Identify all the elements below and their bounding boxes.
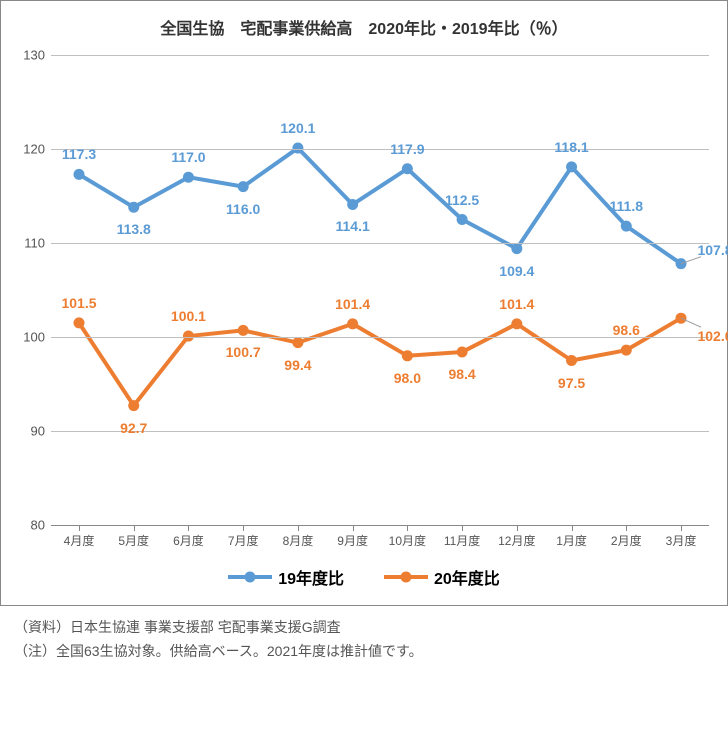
series-marker xyxy=(238,325,249,336)
data-label: 101.5 xyxy=(61,295,96,311)
y-tick-label: 90 xyxy=(11,424,45,439)
x-tick-label: 4月度 xyxy=(64,532,95,549)
series-marker xyxy=(292,337,303,348)
series-marker xyxy=(402,163,413,174)
gridline xyxy=(51,243,709,244)
data-label: 117.9 xyxy=(390,141,424,157)
x-tick-label: 1月度 xyxy=(556,532,587,549)
x-tick-mark xyxy=(79,525,80,531)
chart-lines xyxy=(51,55,709,525)
gridline xyxy=(51,431,709,432)
data-label: 120.1 xyxy=(280,120,315,136)
data-label: 107.8 xyxy=(697,242,728,258)
data-label: 113.8 xyxy=(117,221,151,237)
data-label: 102.0 xyxy=(697,328,728,344)
chart-title: 全国生協 宅配事業供給高 2020年比・2019年比（％） xyxy=(1,1,727,45)
data-label: 101.4 xyxy=(499,296,534,312)
x-tick-mark xyxy=(353,525,354,531)
legend-swatch-2020 xyxy=(384,569,428,585)
series-marker xyxy=(183,172,194,183)
series-marker xyxy=(511,243,522,254)
legend-swatch-2019 xyxy=(228,569,272,585)
series-marker xyxy=(74,169,85,180)
footnote-source: （資料）日本生協連 事業支援部 宅配事業支援G調査 xyxy=(14,616,714,640)
series-marker xyxy=(621,345,632,356)
x-tick-mark xyxy=(626,525,627,531)
series-marker xyxy=(566,161,577,172)
data-label: 98.4 xyxy=(448,366,475,382)
x-tick-mark xyxy=(572,525,573,531)
gridline xyxy=(51,337,709,338)
footnote-note: （注）全国63生協対象。供給高ベース。2021年度は推計値です。 xyxy=(14,640,714,664)
data-label: 99.4 xyxy=(284,357,311,373)
series-marker xyxy=(238,181,249,192)
x-tick-mark xyxy=(298,525,299,531)
data-label: 109.4 xyxy=(499,263,534,279)
x-tick-mark xyxy=(681,525,682,531)
series-marker xyxy=(457,347,468,358)
data-label: 112.5 xyxy=(445,192,479,208)
data-label: 111.8 xyxy=(610,198,644,214)
data-label: 98.6 xyxy=(613,322,640,338)
legend-item-2020: 20年度比 xyxy=(384,565,500,589)
series-marker xyxy=(621,221,632,232)
plot-area: 80901001101201304月度5月度6月度7月度8月度9月度10月度11… xyxy=(51,55,709,525)
data-label: 97.5 xyxy=(558,375,585,391)
x-tick-mark xyxy=(188,525,189,531)
data-label: 92.7 xyxy=(120,420,147,436)
gridline xyxy=(51,149,709,150)
y-tick-label: 120 xyxy=(11,142,45,157)
x-tick-mark xyxy=(243,525,244,531)
x-tick-label: 7月度 xyxy=(228,532,259,549)
x-tick-label: 3月度 xyxy=(666,532,697,549)
data-label: 114.1 xyxy=(335,218,369,234)
y-tick-label: 130 xyxy=(11,48,45,63)
data-label: 98.0 xyxy=(394,370,421,386)
series-line xyxy=(79,318,681,405)
data-label: 118.1 xyxy=(554,139,588,155)
series-line xyxy=(79,148,681,264)
y-tick-label: 100 xyxy=(11,330,45,345)
legend-item-2019: 19年度比 xyxy=(228,565,344,589)
data-label: 117.3 xyxy=(62,146,96,162)
x-tick-mark xyxy=(407,525,408,531)
legend-label-2020: 20年度比 xyxy=(434,565,500,589)
data-label: 116.0 xyxy=(226,201,260,217)
series-marker xyxy=(566,355,577,366)
series-marker xyxy=(511,318,522,329)
series-marker xyxy=(128,400,139,411)
x-tick-mark xyxy=(134,525,135,531)
x-tick-label: 5月度 xyxy=(118,532,149,549)
x-tick-mark xyxy=(517,525,518,531)
series-marker xyxy=(347,318,358,329)
data-label: 100.1 xyxy=(171,308,206,324)
x-tick-label: 8月度 xyxy=(283,532,314,549)
x-tick-label: 12月度 xyxy=(498,532,535,549)
data-label: 101.4 xyxy=(335,296,370,312)
x-tick-label: 10月度 xyxy=(389,532,426,549)
series-marker xyxy=(402,350,413,361)
x-tick-label: 2月度 xyxy=(611,532,642,549)
gridline xyxy=(51,525,709,526)
series-marker xyxy=(347,199,358,210)
footnotes: （資料）日本生協連 事業支援部 宅配事業支援G調査 （注）全国63生協対象。供給… xyxy=(0,606,728,678)
data-label: 117.0 xyxy=(171,149,205,165)
gridline xyxy=(51,55,709,56)
data-label: 100.7 xyxy=(226,344,261,360)
x-tick-mark xyxy=(462,525,463,531)
x-tick-label: 9月度 xyxy=(337,532,368,549)
legend-label-2019: 19年度比 xyxy=(278,565,344,589)
x-tick-label: 11月度 xyxy=(444,532,480,549)
chart-container: 全国生協 宅配事業供給高 2020年比・2019年比（％） 8090100110… xyxy=(0,0,728,606)
x-tick-label: 6月度 xyxy=(173,532,204,549)
y-tick-label: 110 xyxy=(11,236,45,251)
y-tick-label: 80 xyxy=(11,518,45,533)
series-marker xyxy=(74,317,85,328)
series-marker xyxy=(128,202,139,213)
series-marker xyxy=(457,214,468,225)
